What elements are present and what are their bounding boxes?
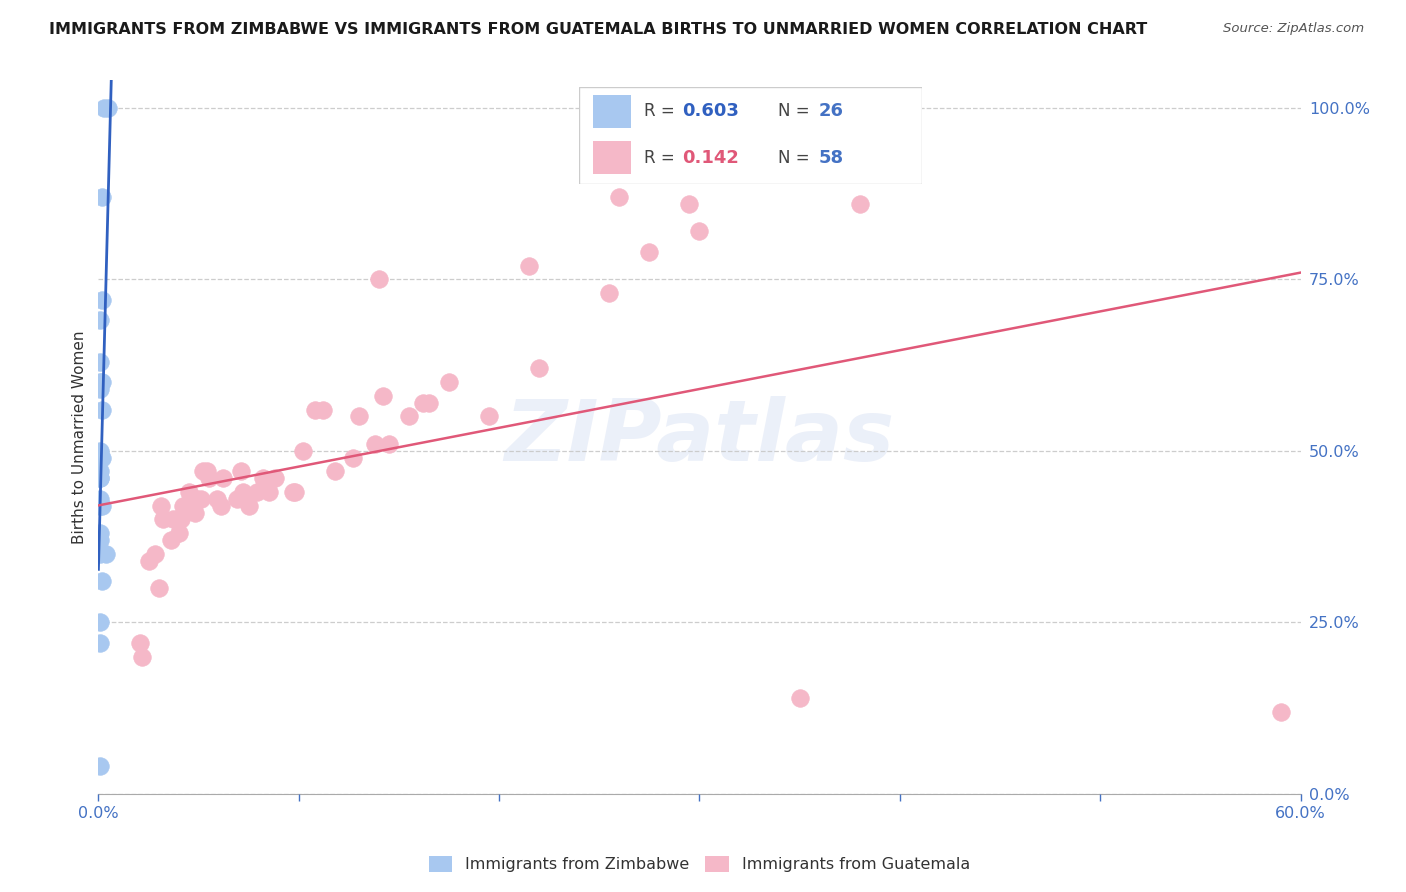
Point [89,499,111,513]
Point [398,409,420,424]
Point [284,485,307,500]
Point [91,375,114,389]
Point [167,526,190,541]
Point [364,437,387,451]
Text: Source: ZipAtlas.com: Source: ZipAtlas.com [1223,22,1364,36]
Point [162,512,184,526]
Point [478,409,501,424]
Point [437,375,460,389]
Point [412,396,434,410]
Point [93,101,115,115]
Point [678,196,700,211]
Y-axis label: Births to Unmarried Women: Births to Unmarried Women [72,330,87,544]
Point [195,464,218,478]
Point [166,512,188,526]
Point [89,533,111,547]
Point [191,464,214,478]
Point [96,547,118,561]
Point [323,464,346,478]
Text: IMMIGRANTS FROM ZIMBABWE VS IMMIGRANTS FROM GUATEMALA BIRTHS TO UNMARRIED WOMEN : IMMIGRANTS FROM ZIMBABWE VS IMMIGRANTS F… [49,22,1147,37]
Point [190,491,212,506]
Point [263,471,285,485]
Point [91,574,114,589]
Point [91,450,114,465]
Point [252,471,274,485]
Point [304,402,326,417]
Point [89,615,111,630]
Point [143,547,166,561]
Point [91,293,114,307]
Point [89,636,111,650]
Point [91,190,114,204]
Point [529,361,551,376]
Point [172,499,194,513]
Point [97,101,120,115]
Point [183,506,205,520]
Point [138,553,160,567]
Point [205,491,228,506]
Point [148,581,170,595]
Point [257,485,280,500]
Point [638,244,661,259]
Point [89,471,111,485]
Text: ZIPatlas: ZIPatlas [505,395,894,479]
Point [149,499,172,513]
Point [238,499,260,513]
Point [131,649,153,664]
Point [89,464,111,478]
Point [159,533,181,547]
Point [89,526,111,541]
Point [371,389,394,403]
Point [197,471,219,485]
Point [89,443,111,458]
Point [209,499,232,513]
Point [225,491,247,506]
Point [89,354,111,368]
Point [152,512,174,526]
Point [342,450,364,465]
Point [89,375,111,389]
Point [91,499,114,513]
Point [89,759,111,773]
Point [689,224,711,238]
Point [129,636,152,650]
Point [232,485,254,500]
Point [89,313,111,327]
Point [368,272,391,286]
Point [89,547,111,561]
Point [89,382,111,396]
Legend: Immigrants from Zimbabwe, Immigrants from Guatemala: Immigrants from Zimbabwe, Immigrants fro… [422,849,977,879]
Point [91,402,114,417]
Point [89,471,111,485]
Point [89,491,111,506]
Point [169,512,191,526]
Point [246,485,269,500]
Point [517,259,540,273]
Point [598,285,620,300]
Point [789,690,811,705]
Point [211,471,233,485]
Point [849,196,872,211]
Point [291,443,314,458]
Point [177,485,200,500]
Point [609,190,631,204]
Point [418,396,440,410]
Point [312,402,335,417]
Point [186,491,208,506]
Point [347,409,370,424]
Point [1270,705,1292,719]
Point [378,437,401,451]
Point [229,464,252,478]
Point [281,485,304,500]
